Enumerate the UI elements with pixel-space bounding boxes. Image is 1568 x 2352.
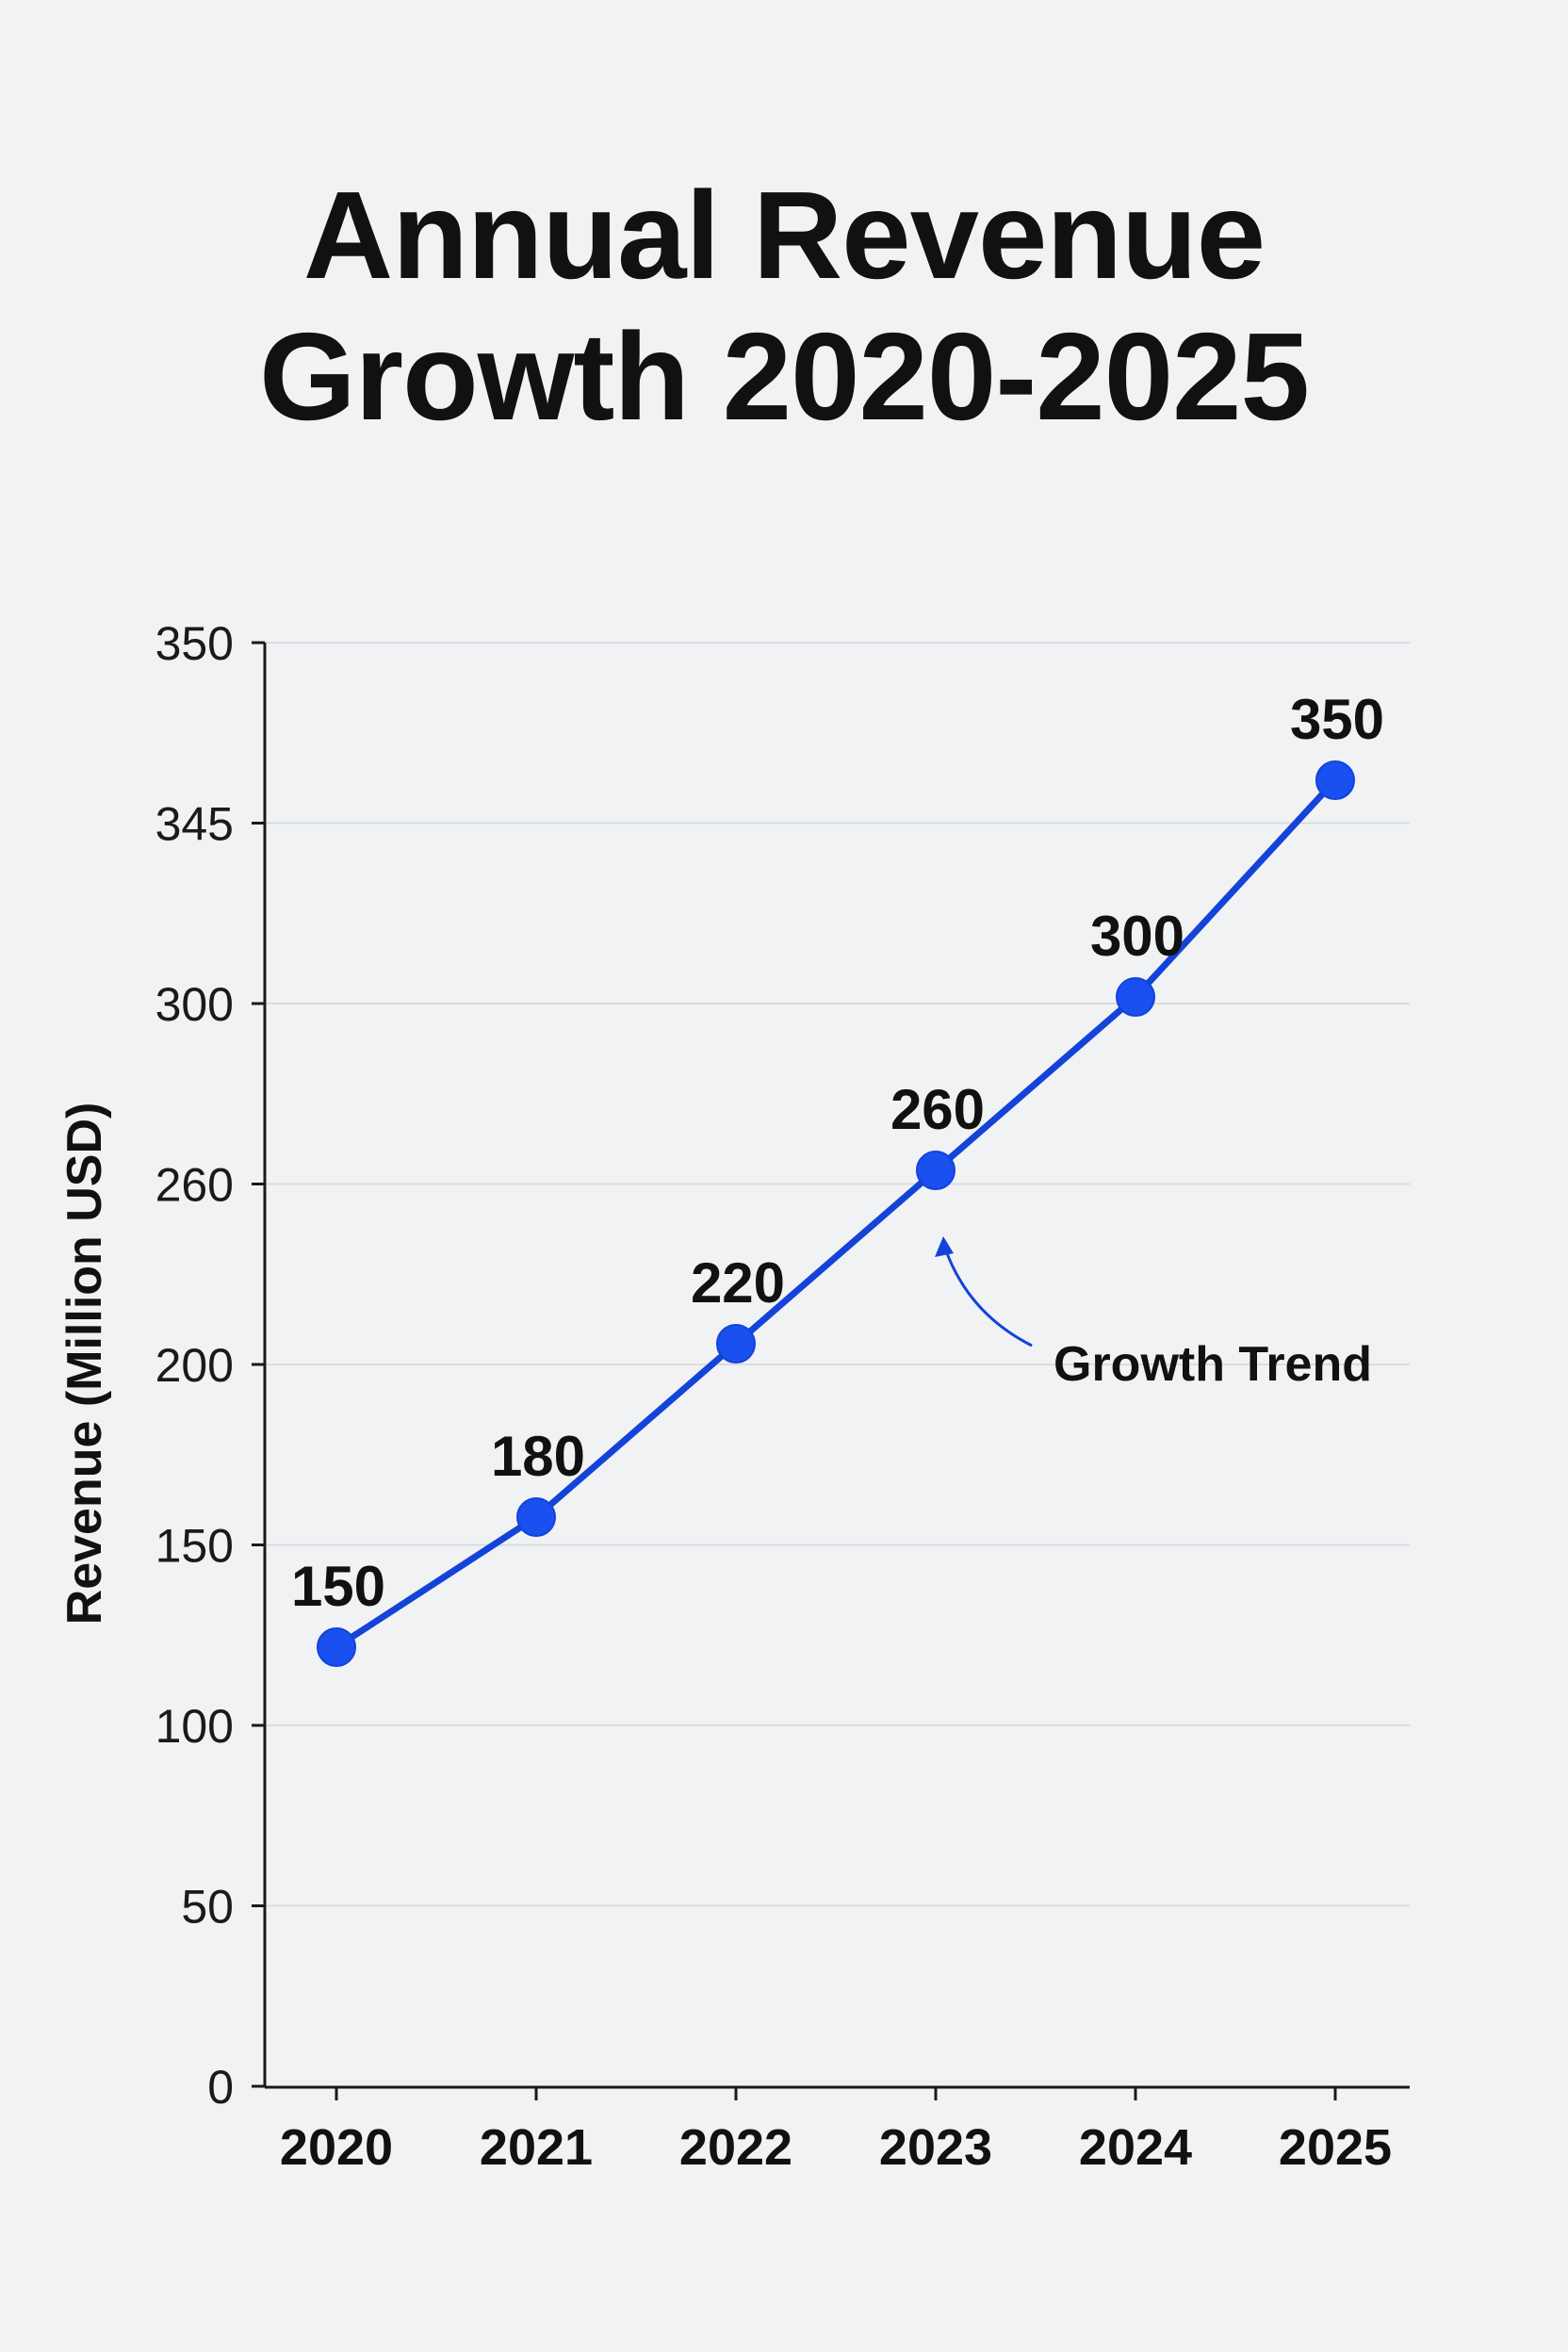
x-axis-ticks: 2020 2021 2022 2023 2024 2025 (280, 2087, 1392, 2176)
x-tick-label: 2022 (679, 2119, 792, 2176)
x-tick-label: 2023 (879, 2119, 992, 2176)
data-label-2022: 220 (691, 1251, 785, 1315)
series-line-revenue (333, 776, 1339, 1651)
data-label-2020: 150 (291, 1555, 385, 1618)
data-label-2023: 260 (890, 1078, 985, 1141)
y-axis-title: Revenue (Million USD) (57, 1102, 112, 1625)
annotation-label: Growth Trend (1054, 1337, 1372, 1392)
y-tick-label: 300 (155, 978, 234, 1031)
y-tick-label: 50 (181, 1881, 234, 1934)
y-tick-label: 150 (155, 1520, 234, 1573)
data-point-2025 (1315, 760, 1355, 800)
chart-title: Annual Revenue Growth 2020-2025 (0, 165, 1568, 448)
y-tick-label: 345 (155, 798, 234, 851)
y-tick-label: 350 (155, 617, 234, 670)
chart-title-line-2: Growth 2020-2025 (259, 307, 1310, 446)
data-label-2025: 350 (1290, 688, 1384, 751)
x-tick-label: 2025 (1279, 2119, 1392, 2176)
y-tick-label: 200 (155, 1339, 234, 1392)
series-revenue (317, 760, 1355, 1667)
annotation-arrowhead (935, 1236, 954, 1257)
annotation-growth-trend: Growth Trend (935, 1236, 1372, 1392)
grid-lines (265, 642, 1410, 1907)
y-tick-label: 0 (207, 2061, 234, 2114)
data-point-2021 (516, 1497, 556, 1537)
data-label-2024: 300 (1090, 905, 1184, 968)
chart-title-line-1: Annual Revenue (302, 166, 1266, 304)
data-labels: 150 180 220 260 300 350 (291, 688, 1384, 1618)
data-point-2020 (317, 1627, 356, 1667)
annotation-arrow (945, 1252, 1033, 1348)
x-tick-label: 2024 (1079, 2119, 1192, 2176)
y-tick-label: 100 (155, 1700, 234, 1753)
data-point-2024 (1116, 977, 1155, 1017)
y-axis-ticks: 350 345 300 260 200 150 100 50 0 (155, 617, 265, 2114)
data-point-2022 (716, 1324, 756, 1364)
data-point-2023 (916, 1151, 956, 1190)
x-tick-label: 2021 (480, 2119, 593, 2176)
x-tick-label: 2020 (280, 2119, 393, 2176)
data-label-2021: 180 (491, 1425, 585, 1488)
y-tick-label: 260 (155, 1159, 234, 1212)
